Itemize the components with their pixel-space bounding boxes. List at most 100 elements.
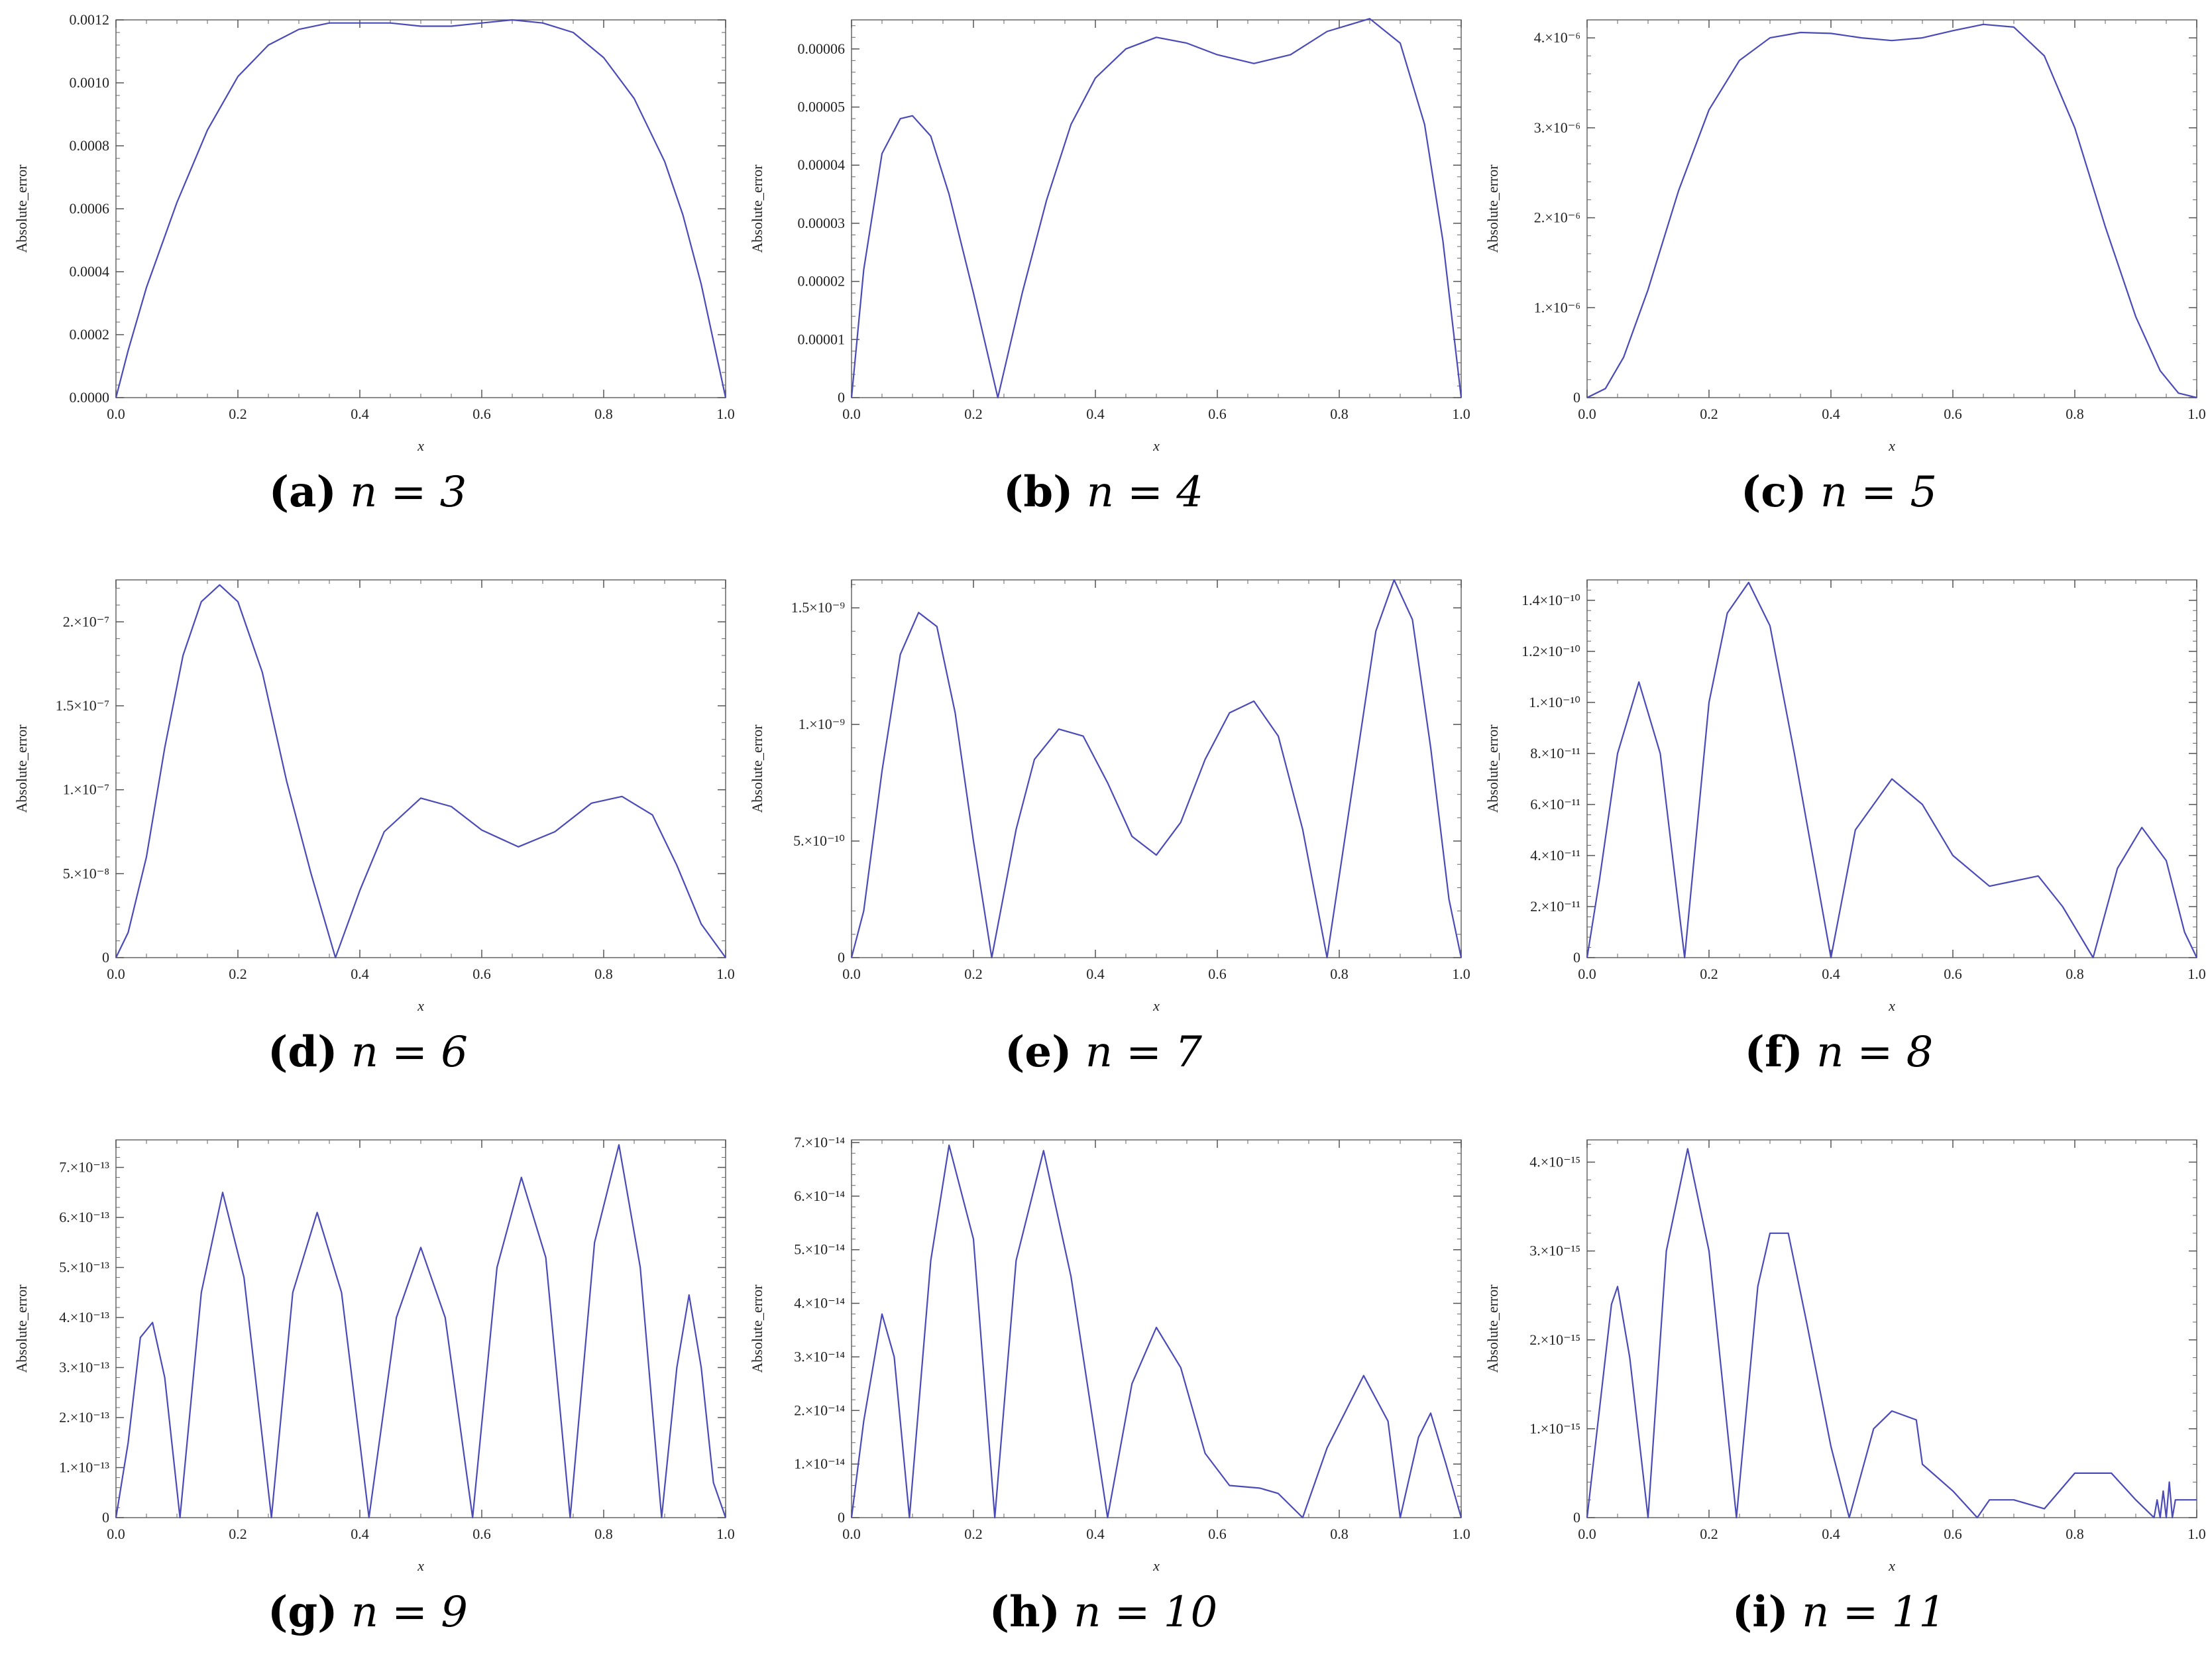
x-tick-label: 0.8 [1330,406,1349,422]
y-axis-title: Absolute_error [749,1284,765,1373]
y-tick-label: 8.×10⁻¹¹ [1530,745,1580,761]
series-line [115,584,726,959]
x-tick-label: 0.4 [351,406,369,422]
x-tick-label: 0.0 [1578,966,1596,982]
plot-frame [851,579,1462,958]
x-axis-title: x [1888,997,1895,1014]
caption-n-value: n = 10 [1074,1588,1218,1637]
y-tick-label: 1.×10⁻¹³ [59,1459,109,1476]
chart-panel-g: 0.0 0.2 0.4 0.6 0.8 1.0 0 1.×10⁻¹³ 2.×10⁻¹³ 3.×10… [0,1120,736,1680]
y-tick-label: 7.×10⁻¹³ [59,1159,109,1176]
caption-n-value: n = 4 [1086,468,1203,517]
plot-frame [851,19,1462,398]
y-axis-title: Absolute_error [749,724,765,813]
x-tick-label: 0.4 [1822,1526,1840,1542]
caption-label: (b) [1003,467,1074,517]
y-tick-label: 1.5×10⁻⁹ [791,599,846,616]
x-tick-label: 0.2 [229,406,247,422]
y-tick-label: 0 [1573,949,1580,966]
plot-frame [115,1139,726,1518]
panel-caption: (d) n = 6 [0,1027,736,1077]
plot-frame [1586,19,2197,398]
x-tick-label: 1.0 [2187,966,2206,982]
chart-panel-d: 0.0 0.2 0.4 0.6 0.8 1.0 0 5.×10⁻⁸ 1.×10⁻⁷ 1.5×10⁻… [0,560,736,1120]
x-tick-label: 0.6 [472,1526,491,1542]
x-tick-label: 0.4 [1822,966,1840,982]
y-axis-title: Absolute_error [13,164,30,253]
x-tick-label: 1.0 [1452,1526,1470,1542]
series-line [1586,1148,2197,1519]
panel-caption: (g) n = 9 [0,1587,736,1637]
x-tick-label: 0.6 [1944,966,1962,982]
caption-label: (g) [268,1587,338,1637]
x-tick-label: 0.2 [229,1526,247,1542]
x-tick-label: 0.8 [1330,1526,1349,1542]
x-tick-label: 1.0 [716,966,735,982]
y-tick-label: 1.×10⁻⁹ [799,716,846,732]
caption-n-value: n = 8 [1816,1028,1934,1077]
chart-panel-c: 0.0 0.2 0.4 0.6 0.8 1.0 0 1.×10⁻⁶ 2.×10⁻⁶ 3.×10⁻⁶… [1471,0,2207,560]
series-line [115,1144,727,1519]
x-tick-label: 1.0 [1452,966,1470,982]
y-tick-label: 0.0006 [70,200,110,217]
y-tick-label: 0.0000 [70,389,110,406]
y-tick-label: 0 [1573,1509,1580,1526]
caption-n-value: n = 3 [350,468,467,517]
y-tick-label: 4.×10⁻¹⁵ [1529,1154,1580,1170]
x-axis-title: x [1152,997,1160,1014]
y-tick-label: 0 [838,949,845,966]
y-tick-label: 2.×10⁻¹⁴ [794,1402,845,1418]
y-axis-title: Absolute_error [1484,724,1501,813]
y-tick-label: 6.×10⁻¹³ [59,1209,109,1225]
x-tick-label: 1.0 [716,1526,735,1542]
y-tick-label: 4.×10⁻¹³ [59,1309,109,1325]
y-axis-title: Absolute_error [1484,1284,1501,1373]
y-tick-label: 0 [102,1509,109,1526]
y-tick-label: 1.4×10⁻¹⁰ [1521,592,1580,608]
y-tick-label: 1.×10⁻¹⁵ [1529,1420,1580,1437]
caption-n-value: n = 11 [1802,1588,1946,1637]
series-line [1586,581,2197,959]
series-line [850,579,1463,959]
chart-panel-e: 0.0 0.2 0.4 0.6 0.8 1.0 0 5.×10⁻¹⁰ 1.×10⁻⁹ 1.5×10… [736,560,1471,1120]
x-tick-label: 0.8 [2066,406,2084,422]
plot-frame [1586,1139,2197,1518]
x-tick-label: 0.6 [1944,406,1962,422]
caption-n-value: n = 9 [351,1588,468,1637]
series-line [850,18,1463,399]
x-axis-title: x [1888,437,1895,454]
series-line [850,1144,1463,1519]
x-tick-label: 0.8 [594,1526,613,1542]
y-tick-label: 0 [838,1509,845,1526]
plot-frame [115,579,726,958]
y-tick-label: 1.5×10⁻⁷ [56,697,109,714]
y-tick-label: 7.×10⁻¹⁴ [794,1134,845,1150]
panel-caption: (a) n = 3 [0,467,736,517]
panel-caption: (i) n = 11 [1471,1587,2207,1637]
x-tick-label: 0.6 [1208,966,1227,982]
x-tick-label: 0.2 [229,966,247,982]
chart-panel-b: 0.0 0.2 0.4 0.6 0.8 1.0 0 0.00001 0.00002 0.00003… [736,0,1471,560]
y-tick-label: 4.×10⁻⁶ [1534,29,1580,46]
y-tick-label: 0.00006 [798,40,846,57]
y-tick-label: 3.×10⁻¹⁴ [794,1348,845,1365]
x-tick-label: 0.4 [1086,406,1105,422]
y-tick-label: 0 [102,949,109,966]
chart-panel-f: 0.0 0.2 0.4 0.6 0.8 1.0 0 2.×10⁻¹¹ 4.×10⁻¹¹ 6.×10… [1471,560,2207,1120]
x-tick-label: 0.8 [594,966,613,982]
y-tick-label: 1.×10⁻¹⁰ [1529,694,1580,710]
x-tick-label: 0.6 [472,406,491,422]
x-axis-title: x [1888,1557,1895,1574]
y-tick-label: 0 [838,389,845,406]
panel-caption: (b) n = 4 [736,467,1471,517]
x-tick-label: 0.0 [107,966,125,982]
x-tick-label: 0.2 [1700,406,1718,422]
x-tick-label: 1.0 [716,406,735,422]
y-tick-label: 2.×10⁻¹⁵ [1529,1331,1580,1348]
caption-label: (i) [1732,1587,1789,1637]
y-tick-label: 3.×10⁻¹⁵ [1529,1243,1580,1259]
y-tick-label: 4.×10⁻¹¹ [1530,847,1580,864]
y-tick-label: 1.×10⁻⁷ [63,781,109,798]
y-tick-label: 0 [1573,389,1580,406]
caption-n-value: n = 5 [1820,468,1938,517]
